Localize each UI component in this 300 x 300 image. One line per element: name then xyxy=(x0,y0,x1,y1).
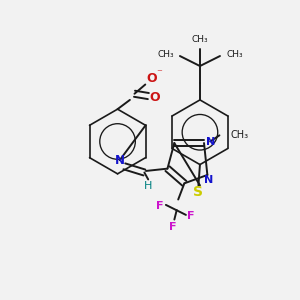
Text: CH₃: CH₃ xyxy=(226,50,243,59)
Text: ⁻: ⁻ xyxy=(156,68,162,78)
Text: F: F xyxy=(187,212,194,221)
Text: O: O xyxy=(146,72,157,85)
Text: CH₃: CH₃ xyxy=(230,130,248,140)
Text: CH₃: CH₃ xyxy=(157,50,174,59)
Text: S: S xyxy=(194,184,203,199)
Text: N: N xyxy=(115,154,125,167)
Text: O: O xyxy=(149,91,160,104)
Text: CH₃: CH₃ xyxy=(192,35,208,44)
Text: N: N xyxy=(206,136,215,146)
Text: H: H xyxy=(144,181,152,190)
Text: F: F xyxy=(169,222,177,232)
Text: N: N xyxy=(204,176,214,185)
Text: F: F xyxy=(156,201,164,212)
